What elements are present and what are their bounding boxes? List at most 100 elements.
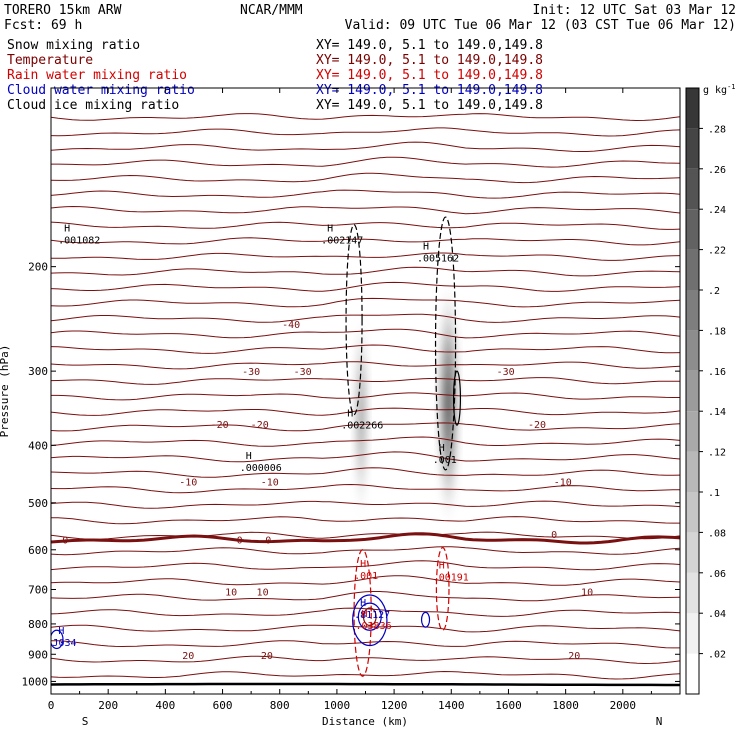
colorbar-cell	[686, 653, 699, 694]
isotherm-label: 10	[225, 587, 237, 598]
x-tick-label: 1400	[438, 699, 465, 712]
colorbar-cell	[686, 613, 699, 654]
x-tick-label: 1800	[552, 699, 579, 712]
isotherm-label: 0	[237, 536, 243, 547]
max-marker: H	[58, 626, 64, 637]
isotherm-label: -30	[242, 367, 260, 378]
max-value-label: .03836	[355, 621, 391, 632]
header: TORERO 15km ARW NCAR/MMM Init: 12 UTC Sa…	[4, 3, 736, 113]
isotherm-label: 0	[265, 536, 271, 547]
colorbar-tick-label: .12	[708, 448, 726, 459]
isotherm-label: 0	[62, 536, 68, 547]
colorbar-cell	[686, 128, 699, 169]
isotherm-line	[51, 436, 680, 447]
x-tick-label: 2000	[610, 699, 637, 712]
field-xy: XY= 149.0, 5.1 to 149.0,149.8	[316, 38, 543, 53]
max-marker: H	[439, 561, 445, 572]
max-marker: H	[423, 241, 429, 252]
init-time: Init: 12 UTC Sat 03 Mar 12	[533, 3, 737, 18]
isotherm-label: -10	[554, 477, 572, 488]
colorbar-tick-label: .28	[708, 124, 726, 135]
max-marker: H	[439, 443, 445, 454]
isotherm-label: -20	[211, 420, 229, 431]
colorbar-cell	[686, 168, 699, 210]
isotherm-line	[51, 221, 680, 230]
colorbar-cell	[686, 492, 699, 533]
max-value-label: .81127	[354, 610, 390, 621]
colorbar-cell	[686, 572, 699, 614]
isotherm-line	[51, 189, 680, 199]
colorbar: g kg-1 .02 .04 .06 .08 .1 .12 .14 .16 .18 .2 .22 .2…	[685, 83, 736, 695]
max-value-label: .00191	[433, 573, 469, 584]
y-tick-label: 500	[28, 497, 48, 510]
isotherm-label: 10	[257, 587, 269, 598]
isotherm-line	[51, 344, 680, 354]
colorbar-cell	[686, 330, 699, 371]
isotherm-line	[51, 531, 680, 540]
snow-shading	[436, 285, 461, 523]
colorbar-tick-label: .04	[708, 609, 726, 620]
colorbar-cell	[686, 88, 699, 129]
isotherm-label: -10	[261, 477, 279, 488]
x-axis-south-label: S	[82, 715, 89, 728]
terrain-line	[51, 682, 680, 687]
isotherm-label: 10	[581, 587, 593, 598]
max-marker: H	[360, 559, 366, 570]
colorbar-tick-label: .02	[708, 650, 726, 661]
max-marker: H	[246, 451, 252, 462]
colorbar-tick-label: .2	[708, 286, 720, 297]
freezing-isotherm	[51, 532, 680, 545]
isotherm-line	[51, 127, 680, 137]
forecast-hour: Fcst: 69 h	[4, 18, 82, 33]
isotherm-label: -30	[294, 367, 312, 378]
field-name: Cloud ice mixing ratio	[7, 98, 179, 113]
isotherm-line	[51, 422, 680, 432]
isotherm-line	[51, 113, 680, 122]
cloud-water-contour	[352, 594, 388, 647]
colorbar-cell	[686, 532, 699, 573]
cloud-water-contour	[420, 611, 431, 628]
field-name: Temperature	[7, 53, 93, 68]
isotherm-line	[51, 266, 680, 277]
cloud-water-contour	[51, 629, 64, 650]
max-value-label: J034	[52, 638, 76, 649]
colorbar-cell	[686, 451, 699, 492]
y-tick-label: 1000	[22, 675, 49, 688]
isotherm-line	[51, 361, 680, 370]
colorbar-cell	[686, 249, 699, 290]
isotherm-label: -40	[282, 320, 300, 331]
isotherm-line	[51, 607, 680, 617]
field-xy: XY= 149.0, 5.1 to 149.0,149.8	[316, 98, 543, 113]
isotherm-line	[51, 560, 680, 571]
max-marker: H	[327, 223, 333, 234]
field-name: Cloud water mixing ratio	[7, 83, 195, 98]
cloud-water-contour	[357, 602, 382, 631]
isotherm-line	[51, 313, 680, 323]
snow-contour	[345, 224, 363, 416]
x-tick-label: 800	[270, 699, 290, 712]
max-marker: H	[347, 408, 353, 419]
isotherm-line	[51, 237, 680, 246]
colorbar-tick-label: .24	[708, 205, 726, 216]
field-xy: XY= 149.0, 5.1 to 149.0,149.8	[316, 53, 543, 68]
max-value-label: .005162	[417, 253, 459, 264]
isotherm-line	[51, 328, 680, 339]
isotherm-line	[51, 670, 680, 680]
max-value-label: .001	[354, 571, 378, 582]
isotherm-line	[51, 640, 680, 649]
y-tick-label: 400	[28, 439, 48, 452]
x-tick-label: 400	[155, 699, 175, 712]
x-tick-label: 1600	[495, 699, 522, 712]
isotherm-line	[51, 655, 680, 665]
colorbar-cell	[686, 290, 699, 331]
field-xy: XY= 149.0, 5.1 to 149.0,149.8	[316, 83, 543, 98]
isotherm-line	[51, 483, 680, 494]
x-axis-north-label: N	[656, 715, 663, 728]
colorbar-tick-label: .1	[708, 488, 720, 499]
isotherm-line	[51, 624, 680, 633]
isotherm-line	[51, 141, 680, 152]
colorbar-cell	[686, 209, 699, 250]
y-tick-label: 700	[28, 584, 48, 597]
isotherm-line	[51, 467, 680, 478]
